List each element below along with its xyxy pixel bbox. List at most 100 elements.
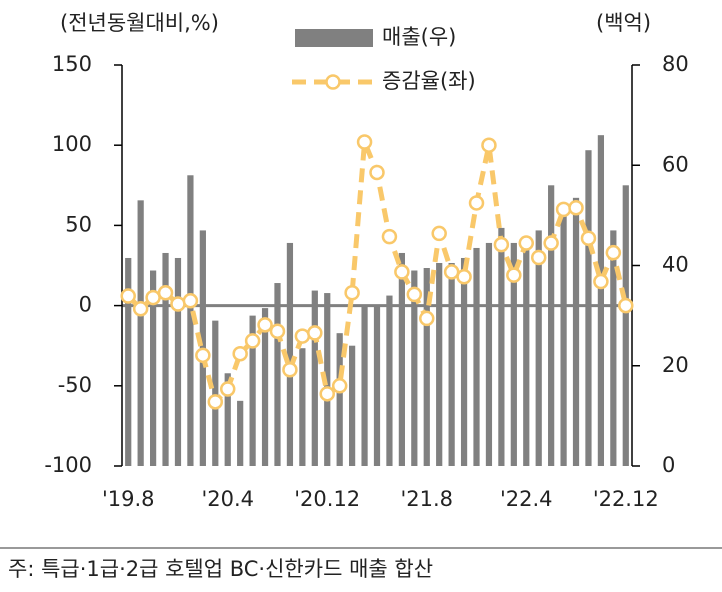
- line-marker: [170, 296, 186, 312]
- bar: [510, 242, 517, 466]
- y2-tick-label: 60: [662, 152, 689, 176]
- line-marker: [468, 195, 485, 211]
- line-marker: [406, 286, 423, 303]
- line-marker: [331, 378, 348, 394]
- legend-marker: [325, 74, 341, 90]
- bar: [498, 227, 505, 466]
- bar: [548, 185, 555, 467]
- line-marker: [145, 289, 161, 306]
- line-marker: [381, 228, 398, 245]
- bar: [610, 230, 617, 466]
- y-axis-title: (전년동월대비,%): [60, 11, 219, 35]
- bar: [324, 293, 331, 466]
- y-tick-label: -50: [58, 373, 92, 397]
- line-marker: [555, 201, 572, 218]
- x-tick-label: '22.4: [500, 487, 553, 511]
- bar: [249, 315, 256, 466]
- y-tick-label: 150: [52, 52, 92, 76]
- line-marker: [543, 235, 559, 251]
- y-tick-label: -100: [44, 453, 92, 477]
- bar: [162, 252, 169, 466]
- y2-tick-label: 40: [662, 253, 689, 277]
- line-marker: [120, 288, 136, 304]
- line-marker: [232, 345, 248, 362]
- bar: [597, 135, 605, 467]
- x-tick-label: '20.12: [294, 487, 360, 511]
- bar: [261, 308, 269, 466]
- bar: [237, 400, 244, 466]
- line-marker: [244, 333, 261, 349]
- line-marker: [580, 230, 597, 246]
- y-tick-label: 100: [52, 132, 92, 156]
- line-marker: [132, 301, 149, 317]
- bar: [386, 295, 393, 466]
- legend-label: 증감율(좌): [382, 69, 476, 93]
- bar: [423, 268, 430, 466]
- x-tick-label: '19.8: [102, 487, 155, 511]
- bar: [286, 242, 294, 466]
- line-marker: [195, 347, 211, 364]
- bar: [398, 252, 405, 466]
- x-tick-label: '20.4: [201, 487, 254, 511]
- line-marker: [419, 310, 435, 327]
- bar: [622, 185, 629, 467]
- line-marker: [456, 268, 472, 285]
- y-tick-label: 0: [79, 293, 92, 317]
- line-marker: [269, 323, 286, 340]
- line-marker: [257, 317, 273, 333]
- bar: [585, 150, 592, 466]
- bar: [299, 348, 306, 466]
- line-marker: [294, 328, 311, 344]
- bar: [311, 290, 318, 466]
- bar: [373, 305, 381, 466]
- y-tick-label: 50: [65, 212, 92, 236]
- line-marker: [518, 235, 535, 251]
- line-marker: [182, 293, 199, 309]
- bar: [137, 200, 144, 466]
- x-tick-label: '21.8: [400, 487, 453, 511]
- line-marker: [307, 325, 323, 341]
- line-marker: [506, 267, 522, 283]
- y2-tick-label: 80: [662, 52, 689, 76]
- bar: [336, 333, 343, 466]
- bar: [274, 283, 281, 466]
- bar: [212, 320, 219, 466]
- line-marker: [394, 264, 410, 280]
- bar: [523, 247, 530, 466]
- legend-label: 매출(우): [382, 25, 456, 49]
- bar: [448, 262, 455, 466]
- y2-tick-label: 20: [662, 353, 689, 377]
- line-marker: [568, 200, 584, 216]
- y2-axis-title: (백억): [596, 11, 651, 35]
- legend-swatch: [295, 29, 373, 47]
- line-marker: [157, 285, 174, 301]
- line-marker: [319, 386, 335, 402]
- bar: [361, 305, 368, 466]
- line-marker: [207, 394, 224, 410]
- line-marker: [618, 297, 634, 314]
- line-marker: [493, 236, 510, 253]
- line-marker: [369, 164, 385, 181]
- line-marker: [593, 273, 609, 290]
- line-marker: [356, 134, 373, 150]
- line-marker: [530, 249, 547, 266]
- bar: [572, 197, 580, 467]
- x-tick-label: '22.12: [593, 487, 659, 511]
- bar: [560, 205, 567, 466]
- bar: [411, 270, 418, 466]
- bar: [174, 257, 182, 466]
- bar: [473, 247, 480, 466]
- bar: [187, 175, 194, 466]
- bar: [535, 230, 542, 466]
- line-marker: [443, 264, 460, 280]
- bar: [149, 270, 157, 466]
- bar: [436, 262, 443, 466]
- bar: [460, 257, 468, 466]
- bar: [485, 242, 493, 466]
- bar: [349, 345, 356, 466]
- bar: [224, 373, 231, 466]
- y2-tick-label: 0: [662, 453, 675, 477]
- line-marker: [344, 285, 360, 301]
- footnote: 주: 특급·1급·2급 호텔업 BC·신한카드 매출 합산: [8, 557, 433, 581]
